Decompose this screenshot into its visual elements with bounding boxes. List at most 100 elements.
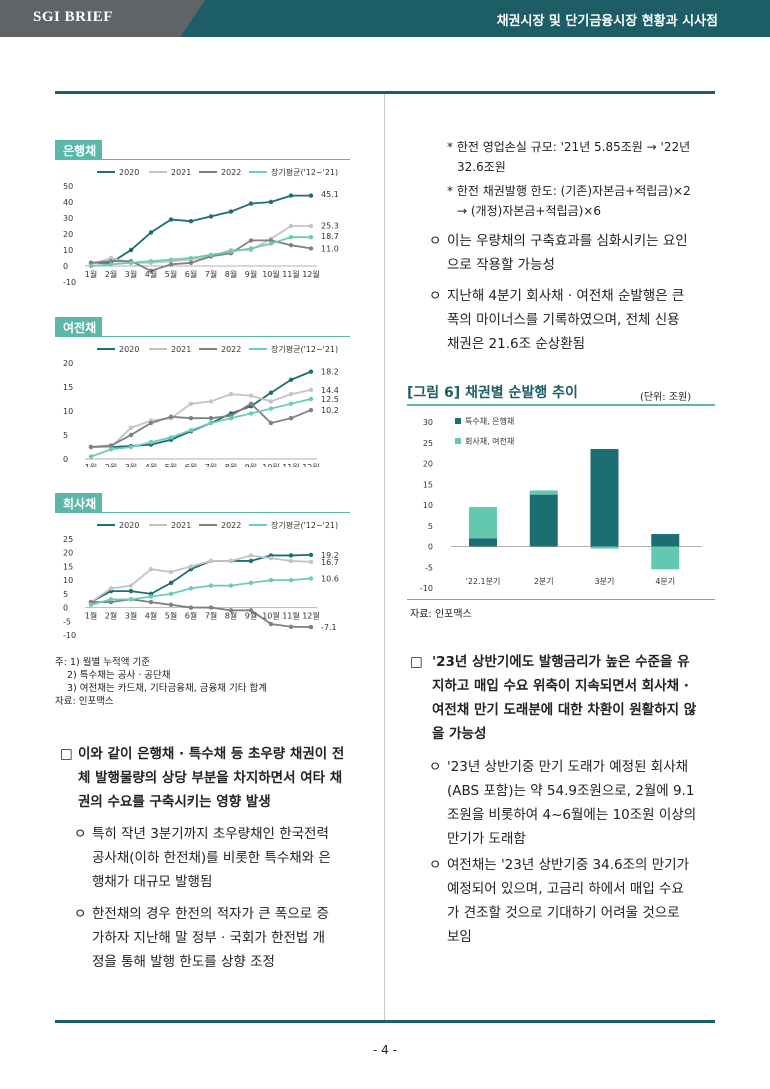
data-point (308, 235, 314, 240)
x-tick-label: 5월 (165, 462, 177, 467)
y-tick-label: 0 (63, 604, 68, 613)
end-value-label: 10.2 (321, 406, 339, 415)
data-point (188, 428, 194, 433)
data-point (248, 553, 254, 558)
x-tick-label: 9월 (245, 462, 257, 467)
x-tick-label: 12월 (302, 269, 320, 279)
y-tick-label: 5 (428, 522, 433, 531)
y-tick-label: 20 (63, 549, 73, 558)
data-point (148, 440, 154, 445)
data-point (308, 552, 314, 558)
legend-label: 회사채, 여전채 (465, 436, 514, 446)
circle-bullet: ㅇ (429, 233, 442, 249)
line: → (개정)자본금+적립금)×6 (457, 204, 601, 218)
x-tick-label: 12월 (302, 462, 320, 467)
data-point (288, 392, 294, 397)
data-point (148, 599, 154, 605)
y-tick-label: 0 (63, 455, 68, 464)
circle-bullet: ㅇ (74, 906, 87, 922)
legend-label: 2021 (171, 168, 191, 177)
chart-card-svg: 2020 2021 2022 장기평균('12~'21) 20 15 10 5 0 1월 2월 3월 4… (63, 344, 339, 472)
legend-label: 2022 (221, 521, 241, 530)
data-point (148, 268, 154, 273)
data-point (268, 621, 274, 627)
data-point (208, 399, 214, 404)
data-point (308, 407, 314, 413)
x-tick-label: 2월 (105, 611, 117, 621)
y-tick-label: 50 (63, 182, 73, 191)
series-line (90, 402, 312, 448)
note-line: 2) 특수채는 공사 · 공단채 (67, 670, 171, 681)
data-point (288, 235, 294, 240)
line: 만기가 도래함 (447, 831, 526, 847)
circle-bullet: ㅇ (429, 857, 442, 873)
end-value-label: 12.5 (321, 395, 339, 404)
legend-label: 2022 (221, 168, 241, 177)
data-point (88, 602, 94, 608)
data-point (308, 387, 314, 393)
line: * 한전 영업손실 규모: '21년 5.85조원 → '22년 (447, 140, 691, 154)
data-point (288, 624, 294, 629)
data-point (308, 559, 314, 564)
x-tick-label: 4분기 (655, 577, 675, 586)
legend-label: 장기평균('12~'21) (271, 344, 338, 354)
line: 가 견조할 것으로 기대하기 어려울 것으로 (447, 905, 680, 921)
data-point (308, 246, 314, 251)
x-tick-label: 9월 (245, 269, 257, 279)
series-line (90, 398, 312, 458)
x-tick-label: 4월 (145, 269, 157, 279)
square-bullet: □ (60, 746, 73, 762)
chart-card: 2020 2021 2022 장기평균('12~'21) 20 15 10 5 0 1월 2월 3월 4… (55, 336, 350, 472)
data-point (248, 558, 254, 564)
data-point (248, 246, 254, 251)
legend-label: 2020 (119, 168, 139, 177)
line: 여전채 만기 도래분에 대한 차환이 원활하지 않 (432, 702, 697, 718)
data-point (268, 199, 274, 205)
data-point (248, 580, 254, 586)
x-tick-label: 1월 (85, 462, 97, 467)
x-tick-label: 7월 (205, 269, 217, 279)
legend-label: 2020 (119, 521, 139, 530)
data-point (288, 416, 294, 421)
x-tick-label: 8월 (225, 611, 237, 621)
x-tick-label: 3월 (125, 462, 137, 467)
end-value-label: 45.1 (321, 190, 339, 199)
data-point (268, 406, 274, 411)
figure-6-source: 자료: 인포맥스 (410, 609, 472, 620)
y-tick-label: 0 (63, 262, 68, 271)
data-point (148, 420, 154, 426)
legend-swatch (455, 418, 461, 424)
x-tick-label: 5월 (165, 611, 177, 621)
legend-label: 특수채, 은행채 (465, 416, 514, 426)
bar-segment (469, 538, 497, 547)
x-tick-label: 7월 (205, 462, 217, 467)
legend-label: 2021 (171, 345, 191, 354)
right-sub-paragraph-2: ㅇ 지난해 4분기 회사채 · 여전채 순발행은 큰 폭의 마이너스를 기록하였… (429, 284, 719, 356)
end-value-label: 19.2 (321, 551, 339, 560)
line: 예정되어 있으며, 고금리 하에서 매입 수요 (447, 881, 684, 897)
right-main-paragraph: □ '23년 상반기에도 발행금리가 높은 수준을 유 지하고 매입 수요 위축… (410, 650, 720, 746)
data-point (168, 602, 174, 608)
line: 채권은 21.6조 순상환됨 (447, 336, 586, 352)
line: 폭의 마이너스를 기록하였으며, 전체 신용 (447, 312, 680, 328)
data-point (188, 255, 194, 261)
x-tick-label: 10월 (262, 462, 280, 467)
y-tick-label: -5 (425, 563, 433, 572)
data-point (308, 576, 314, 581)
data-point (148, 566, 154, 572)
data-point (108, 597, 114, 602)
data-point (168, 262, 174, 267)
circle-bullet: ㅇ (429, 759, 442, 775)
data-point (208, 214, 214, 219)
y-tick-label: 20 (423, 460, 433, 469)
data-point (268, 399, 274, 404)
data-point (148, 230, 154, 235)
x-tick-label: 10월 (262, 611, 280, 621)
data-point (208, 252, 214, 257)
data-point (208, 605, 214, 610)
line: 이와 같이 은행채 · 특수채 등 초우량 채권이 전 (78, 746, 345, 762)
data-point (168, 580, 174, 586)
bar-segment (590, 546, 619, 549)
data-point (128, 588, 134, 594)
